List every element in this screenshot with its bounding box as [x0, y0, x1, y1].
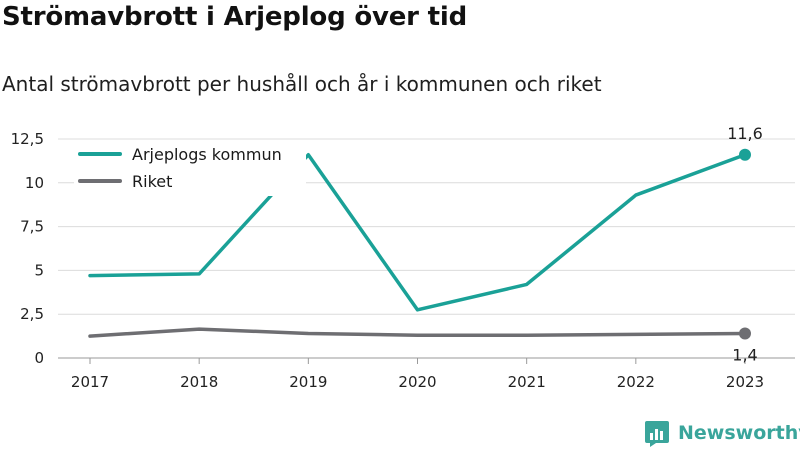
x-tick-label: 2021: [508, 373, 546, 391]
end-value-label: 11,6: [727, 124, 763, 143]
y-tick-label: 2,5: [20, 305, 44, 323]
brand-logo: Newsworthy: [644, 419, 800, 447]
end-point-marker: [739, 148, 751, 161]
x-tick-label: 2017: [71, 373, 109, 391]
x-tick-label: 2019: [289, 373, 327, 391]
y-tick-label: 12,5: [11, 130, 44, 148]
legend-label: Arjeplogs kommun: [132, 145, 282, 164]
chart-subtitle: Antal strömavbrott per hushåll och år i …: [2, 72, 602, 96]
y-tick-label: 7,5: [20, 218, 44, 236]
series-line: [88, 153, 747, 312]
x-tick-label: 2020: [398, 373, 436, 391]
y-tick-label: 5: [34, 261, 44, 279]
newsworthy-logo-icon: [645, 421, 669, 447]
series-line: [88, 327, 747, 338]
legend-label: Riket: [132, 172, 172, 191]
x-tick-label: 2022: [617, 373, 655, 391]
brand-name: Newsworthy: [678, 422, 800, 444]
end-point-marker: [739, 327, 751, 340]
y-tick-label: 0: [34, 349, 44, 367]
legend-box: [74, 140, 306, 196]
chart-title: Strömavbrott i Arjeplog över tid: [2, 2, 468, 32]
x-tick-label: 2018: [180, 373, 218, 391]
x-tick-label: 2023: [726, 373, 764, 391]
y-tick-label: 10: [25, 174, 44, 192]
end-value-label: 1,4: [732, 345, 757, 364]
